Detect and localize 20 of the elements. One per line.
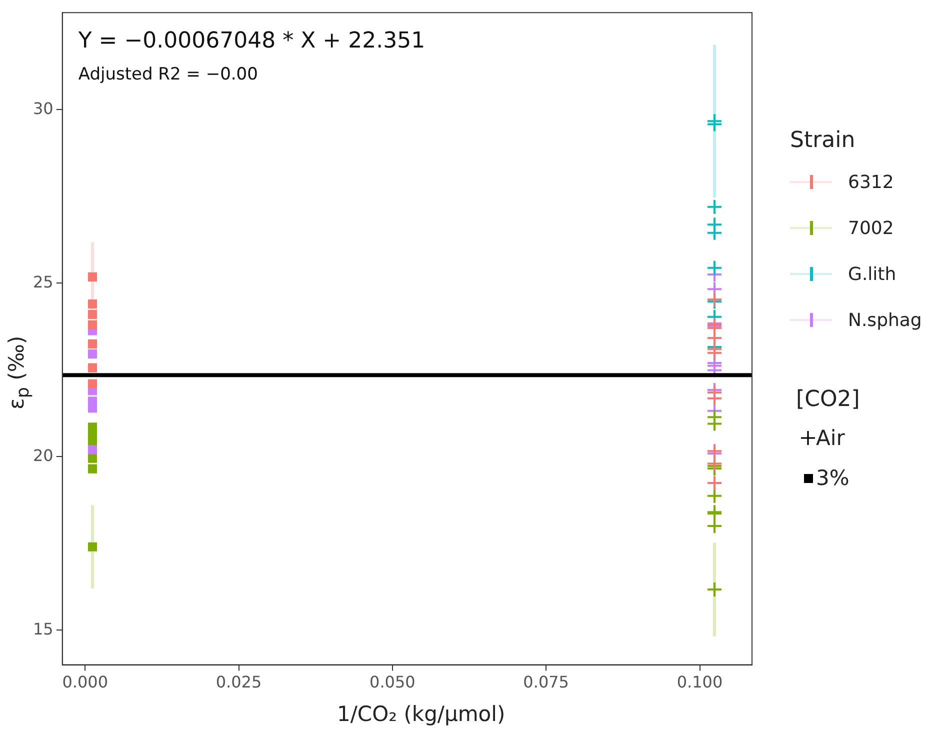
y-tick-label: 20 (33, 446, 54, 465)
x-tick-label: 0.000 (62, 672, 108, 692)
legend-title: Strain (790, 128, 856, 153)
x-tick-label: 0.100 (676, 672, 723, 692)
legend-label: 6312 (848, 172, 894, 192)
x-tick-label: 0.050 (370, 672, 416, 692)
text: Air (816, 426, 845, 450)
text: 3% (816, 466, 850, 490)
x-axis-title: 1/CO₂ (kg/μmol) (337, 702, 506, 726)
x-tick-label: 0.025 (216, 672, 262, 692)
x-tick-label: 0.075 (523, 672, 569, 692)
legend-label: G.lith (848, 264, 896, 284)
y-tick-label: 25 (33, 272, 54, 292)
text: [CO2] (796, 387, 861, 412)
legend-label: 7002 (848, 218, 894, 238)
y-tick-label: 30 (33, 98, 54, 118)
legend-label: N.sphag (848, 310, 922, 330)
annotation: Y = −0.00067048 * X + 22.351 (77, 28, 426, 54)
annotation: Adjusted R2 = −0.00 (78, 64, 258, 85)
y-tick-label: 15 (33, 619, 54, 638)
